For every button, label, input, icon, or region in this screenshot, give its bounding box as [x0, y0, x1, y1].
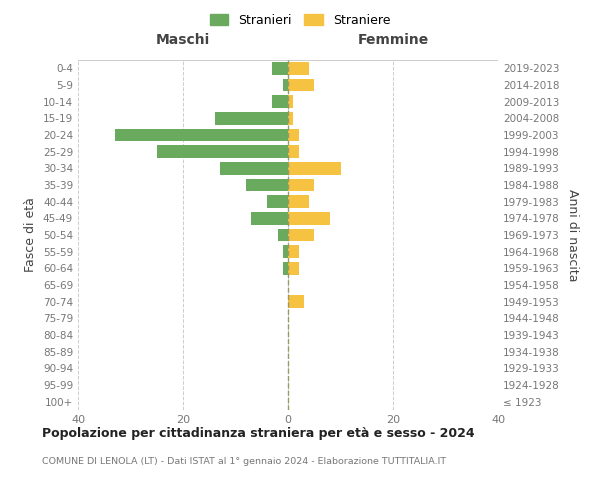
Bar — [288, 179, 314, 192]
Bar — [288, 79, 314, 92]
Bar — [272, 62, 288, 74]
Bar — [272, 96, 288, 108]
Bar — [251, 212, 288, 224]
Bar — [288, 262, 299, 274]
Bar — [220, 162, 288, 174]
Text: Maschi: Maschi — [156, 32, 210, 46]
Text: Femmine: Femmine — [358, 32, 428, 46]
Bar — [288, 296, 304, 308]
Y-axis label: Fasce di età: Fasce di età — [25, 198, 37, 272]
Bar — [277, 229, 288, 241]
Bar — [288, 162, 341, 174]
Bar — [246, 179, 288, 192]
Bar — [283, 262, 288, 274]
Bar — [115, 129, 288, 141]
Bar — [283, 79, 288, 92]
Legend: Stranieri, Straniere: Stranieri, Straniere — [205, 8, 395, 32]
Bar — [288, 196, 309, 208]
Bar — [288, 96, 293, 108]
Bar — [288, 146, 299, 158]
Bar — [288, 129, 299, 141]
Bar — [288, 212, 330, 224]
Bar — [157, 146, 288, 158]
Bar — [215, 112, 288, 124]
Bar — [267, 196, 288, 208]
Text: Popolazione per cittadinanza straniera per età e sesso - 2024: Popolazione per cittadinanza straniera p… — [42, 428, 475, 440]
Y-axis label: Anni di nascita: Anni di nascita — [566, 188, 579, 281]
Bar — [288, 62, 309, 74]
Bar — [288, 246, 299, 258]
Bar — [288, 112, 293, 124]
Bar — [283, 246, 288, 258]
Text: COMUNE DI LENOLA (LT) - Dati ISTAT al 1° gennaio 2024 - Elaborazione TUTTITALIA.: COMUNE DI LENOLA (LT) - Dati ISTAT al 1°… — [42, 458, 446, 466]
Bar — [288, 229, 314, 241]
